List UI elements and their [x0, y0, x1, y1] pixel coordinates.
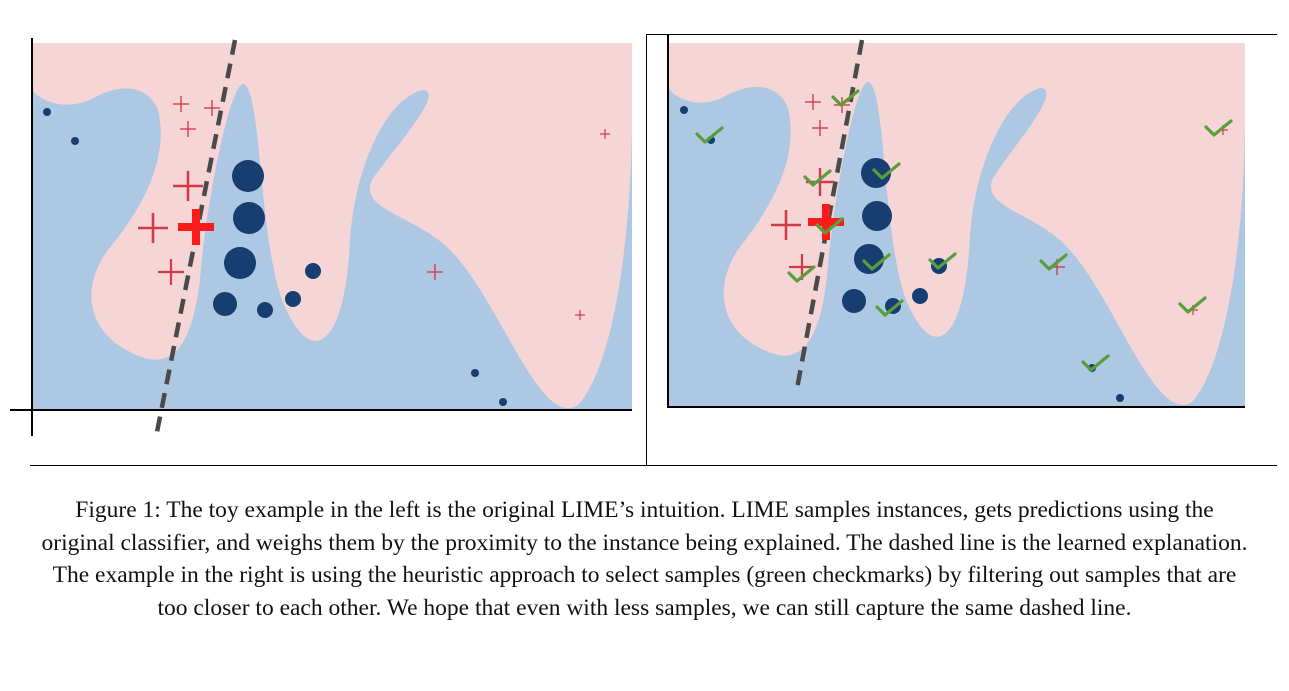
positive-sample-plus — [158, 259, 184, 285]
positive-sample-plus — [600, 129, 610, 139]
positive-sample-plus — [173, 96, 189, 112]
right-panel — [667, 35, 1245, 408]
panel-separator — [646, 34, 647, 466]
positive-sample-plus — [173, 171, 203, 201]
checkmark-icon — [928, 252, 957, 270]
figure — [10, 34, 1277, 466]
positive-sample-plus — [805, 94, 821, 110]
checkmark-icon — [1039, 253, 1068, 271]
negative-sample-point — [285, 291, 301, 307]
negative-sample-point — [43, 108, 51, 116]
negative-sample-point — [233, 202, 265, 234]
figure-top-rule — [646, 34, 1277, 35]
checkmark-icon — [872, 162, 901, 180]
negative-sample-point — [224, 247, 256, 279]
positive-sample-plus — [180, 121, 196, 137]
explained-instance-plus — [178, 209, 214, 245]
checkmark-icon — [1178, 296, 1207, 314]
positive-sample-plus — [575, 310, 585, 320]
left-panel — [10, 38, 632, 438]
negative-sample-point — [213, 292, 237, 316]
negative-sample-point — [71, 137, 79, 145]
right-selected-sample-checkmarks — [695, 89, 1233, 372]
negative-sample-point — [1116, 394, 1124, 402]
left-positive-region — [32, 43, 632, 409]
negative-sample-point — [499, 398, 507, 406]
checkmark-icon — [787, 265, 816, 283]
negative-sample-point — [257, 302, 273, 318]
negative-sample-point — [680, 106, 688, 114]
checkmark-icon — [875, 299, 904, 317]
positive-sample-plus — [204, 100, 220, 116]
negative-sample-point — [305, 263, 321, 279]
checkmark-icon — [1081, 354, 1110, 372]
negative-sample-point — [912, 288, 928, 304]
left-explained-instance — [178, 209, 214, 245]
figure-bottom-rule — [30, 465, 1277, 466]
lime-toy-example-figure — [10, 35, 1245, 438]
left-positive-samples — [138, 96, 610, 320]
positive-sample-plus — [771, 210, 801, 240]
negative-sample-point — [471, 369, 479, 377]
checkmark-icon — [803, 169, 832, 187]
negative-sample-point — [842, 289, 866, 313]
checkmark-icon — [831, 89, 860, 107]
checkmark-icon — [815, 217, 844, 235]
negative-sample-point — [232, 160, 264, 192]
positive-sample-plus — [138, 213, 168, 243]
checkmark-icon — [695, 126, 724, 144]
negative-sample-point — [854, 244, 884, 274]
figure-caption: Figure 1: The toy example in the left is… — [41, 497, 1248, 621]
checkmark-icon — [862, 253, 891, 271]
positive-sample-plus — [427, 264, 443, 280]
checkmark-icon — [1204, 119, 1233, 137]
negative-sample-point — [862, 201, 892, 231]
left-negative-samples — [43, 108, 507, 406]
positive-sample-plus — [812, 120, 828, 136]
